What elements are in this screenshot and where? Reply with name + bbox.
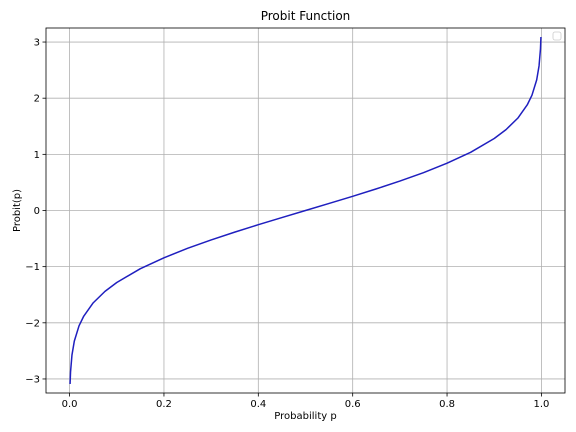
y-tick-label: 2 (34, 94, 40, 105)
chart-title: Probit Function (261, 9, 351, 23)
y-tick-label: 3 (34, 38, 40, 49)
y-tick-label: −2 (25, 318, 40, 329)
x-tick-label: 0.4 (250, 399, 266, 410)
x-tick-label: 0.0 (62, 399, 78, 410)
probit-series-line (69, 36, 542, 385)
x-tick-label: 0.2 (156, 399, 172, 410)
x-tick-label: 0.6 (345, 399, 361, 410)
y-axis-label: Probit(p) (12, 189, 23, 232)
ticks: 0.0 0.2 0.4 0.6 0.8 1.0 −3 −2 −1 0 1 2 3 (25, 38, 549, 410)
x-axis-label: Probability p (274, 411, 336, 422)
x-tick-label: 0.8 (439, 399, 455, 410)
x-tick-label: 1.0 (533, 399, 549, 410)
y-tick-label: 1 (34, 150, 40, 161)
y-tick-label: 0 (34, 206, 40, 217)
plot-lines (69, 36, 542, 385)
y-tick-label: −1 (25, 262, 40, 273)
legend-box (552, 31, 562, 41)
y-tick-label: −3 (25, 374, 40, 385)
